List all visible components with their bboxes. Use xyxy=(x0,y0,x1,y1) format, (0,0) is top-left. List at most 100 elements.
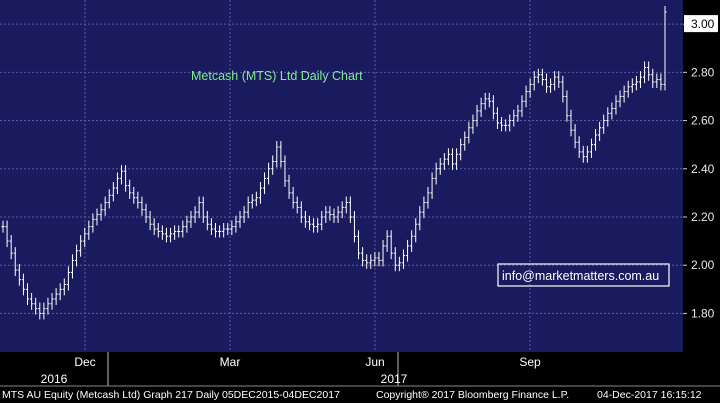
footer-timestamp: 04-Dec-2017 16:15:12 xyxy=(597,389,702,401)
price-bar xyxy=(148,210,152,231)
price-bar xyxy=(634,75,638,91)
plot-area xyxy=(0,0,683,352)
price-bar xyxy=(275,141,279,168)
price-bar xyxy=(246,196,250,219)
price-bar xyxy=(422,196,426,219)
price-bar xyxy=(128,179,132,199)
price-bar xyxy=(123,165,128,192)
price-bar xyxy=(242,206,246,224)
price-bar xyxy=(442,153,446,170)
price-bar xyxy=(389,230,393,260)
price-bar xyxy=(520,95,524,117)
year-label: 2016 xyxy=(41,372,68,386)
price-bar xyxy=(34,297,38,315)
price-bar xyxy=(111,182,115,202)
price-bar xyxy=(663,6,667,91)
price-bar xyxy=(397,256,401,272)
price-bar xyxy=(356,230,361,260)
price-bar xyxy=(283,155,287,187)
price-bar xyxy=(459,138,463,161)
price-bar xyxy=(262,172,267,195)
price-bar xyxy=(201,196,205,224)
price-bar xyxy=(593,128,598,151)
price-bar xyxy=(483,92,487,110)
price-bar xyxy=(193,206,197,224)
price-bar xyxy=(471,114,475,134)
price-bar xyxy=(381,239,385,267)
price-bar xyxy=(54,288,58,305)
price-bar xyxy=(344,196,348,214)
price-bar xyxy=(540,68,545,86)
price-bar xyxy=(487,92,491,108)
x-tick-label: Jun xyxy=(365,355,384,369)
price-bar xyxy=(17,264,21,286)
price-bar xyxy=(532,71,536,91)
price-bar xyxy=(173,225,177,240)
price-bar xyxy=(561,75,565,103)
price-bar xyxy=(177,225,181,238)
price-bar xyxy=(332,208,336,224)
price-bar xyxy=(99,203,103,221)
price-bar xyxy=(156,223,160,238)
price-bar xyxy=(181,220,185,238)
price-bar xyxy=(410,230,414,252)
year-label: 2017 xyxy=(381,372,408,386)
price-bar xyxy=(295,196,299,214)
price-bar xyxy=(405,239,410,262)
price-bar xyxy=(365,254,369,269)
price-bar xyxy=(144,203,148,224)
price-bar xyxy=(642,61,647,84)
price-bar xyxy=(528,78,532,98)
price-bar xyxy=(651,68,655,88)
price-bar xyxy=(414,218,418,243)
price-bar xyxy=(21,273,26,296)
price-bar xyxy=(610,102,614,120)
price-bar xyxy=(79,235,83,257)
price-bar xyxy=(205,210,209,231)
price-bar xyxy=(62,278,66,296)
price-bar xyxy=(132,186,136,204)
price-bar xyxy=(512,109,516,127)
price-bar xyxy=(50,292,54,310)
price-bar xyxy=(434,162,438,185)
price-bar xyxy=(250,194,254,209)
price-bar xyxy=(160,225,164,240)
x-axis: Dec Mar Jun Sep 2016 2017 xyxy=(0,352,720,387)
price-bar xyxy=(70,254,75,279)
price-bar xyxy=(324,206,328,224)
y-tick-label: 2.00 xyxy=(691,258,715,272)
price-bar xyxy=(258,182,263,204)
price-bar xyxy=(287,174,291,199)
price-bar xyxy=(328,206,332,221)
price-bar xyxy=(630,78,634,93)
price-bar xyxy=(271,155,275,175)
price-bars xyxy=(1,6,667,320)
price-bar xyxy=(393,247,397,272)
email-link[interactable]: info@marketmatters.com.au xyxy=(502,269,659,283)
price-bar xyxy=(479,97,483,117)
price-bar xyxy=(91,213,95,233)
price-bar xyxy=(291,186,295,209)
grid xyxy=(0,0,683,352)
price-bar xyxy=(450,148,455,170)
price-bar xyxy=(569,109,573,137)
price-bar xyxy=(66,266,70,291)
price-bar xyxy=(254,191,258,207)
price-bar xyxy=(602,114,606,134)
price-bar xyxy=(377,251,381,267)
price-bar xyxy=(638,71,643,88)
price-bar xyxy=(401,249,406,269)
price-bar xyxy=(320,210,324,231)
price-bar xyxy=(222,223,226,238)
price-bar xyxy=(164,227,169,243)
price-bar xyxy=(495,107,500,129)
price-bar xyxy=(38,302,42,320)
price-bar xyxy=(136,191,140,209)
email-box[interactable]: info@marketmatters.com.au xyxy=(497,263,670,287)
price-bar xyxy=(430,172,434,199)
price-bar xyxy=(361,247,365,267)
price-bar xyxy=(311,218,316,233)
price-bar xyxy=(185,215,189,233)
price-bar xyxy=(581,145,585,163)
